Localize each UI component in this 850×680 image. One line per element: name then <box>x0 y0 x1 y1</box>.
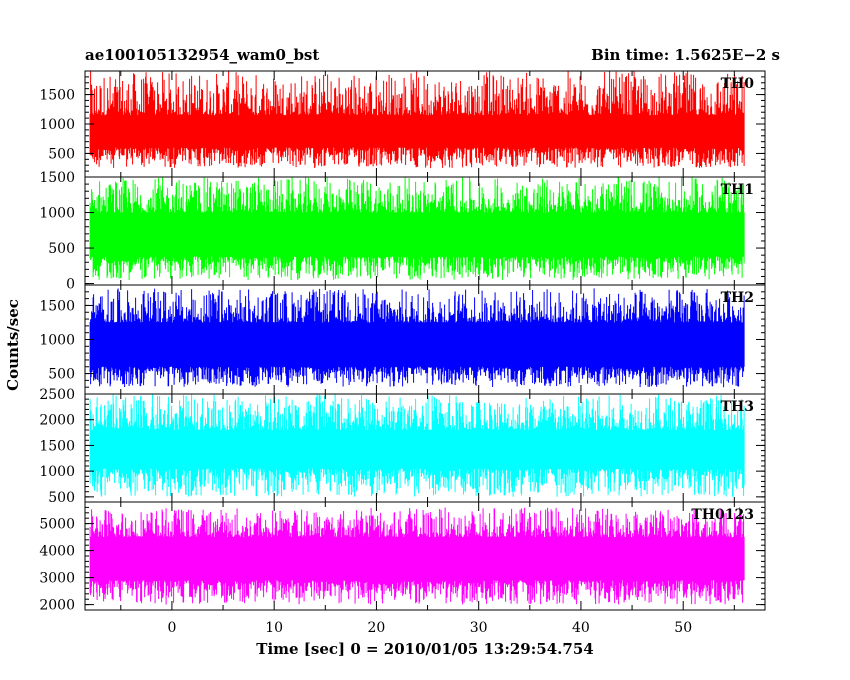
x-tick-label: 50 <box>674 620 692 636</box>
panel-th0123: 2000 3000 4000 5000 TH0123 <box>39 501 766 614</box>
x-tick-label: 40 <box>572 620 590 636</box>
y-tick-label: 2000 <box>39 598 75 614</box>
observation-id-title: ae100105132954_wam0_bst <box>85 46 319 64</box>
x-tick-label: 20 <box>368 620 386 636</box>
x-axis-label: Time [sec] 0 = 2010/01/05 13:29:54.754 <box>256 640 593 658</box>
x-tick-label: 30 <box>470 620 488 636</box>
y-tick-label: 500 <box>48 490 75 506</box>
series-th0 <box>89 71 745 169</box>
panel-label-th2: TH2 <box>721 290 754 306</box>
y-tick-label: 500 <box>48 146 75 162</box>
y-tick-label: 2500 <box>39 387 75 403</box>
y-tick-label: 3000 <box>39 571 75 587</box>
y-axis-label: Counts/sec <box>4 299 22 391</box>
panel-label-th1: TH1 <box>721 182 754 198</box>
y-tick-label: 1500 <box>39 88 75 104</box>
y-tick-label: 500 <box>48 241 75 257</box>
series-th0123 <box>89 507 745 605</box>
panel-label-th0: TH0 <box>721 76 755 92</box>
panel-label-th3: TH3 <box>721 399 754 415</box>
x-axis: 0 10 20 30 40 50 <box>167 620 692 636</box>
y-tick-label: 1000 <box>39 206 75 222</box>
y-tick-label: 1000 <box>39 464 75 480</box>
series-th2 <box>89 288 745 388</box>
panel-label-th0123: TH0123 <box>691 507 754 523</box>
y-tick-label: 5000 <box>39 517 75 533</box>
y-tick-label: 4000 <box>39 544 75 560</box>
y-tick-label: 1500 <box>39 438 75 454</box>
panel-th1: 0 500 1000 1500 TH1 <box>39 170 766 293</box>
series-th1 <box>89 177 745 280</box>
y-tick-label: 0 <box>66 277 75 293</box>
bin-time-title: Bin time: 1.5625E−2 s <box>591 46 780 64</box>
y-tick-label: 2000 <box>39 413 75 429</box>
panel-th3: 500 1000 1500 2000 2500 TH3 <box>39 387 766 506</box>
panels: 500 1000 1500 TH0 0 500 1000 1500 TH1 500 1000 1500… <box>39 70 766 614</box>
y-tick-label: 1000 <box>39 333 75 349</box>
x-tick-label: 10 <box>265 620 283 636</box>
y-tick-label: 1500 <box>39 298 75 314</box>
panel-th0: 500 1000 1500 TH0 <box>39 70 766 178</box>
series-th3 <box>89 394 745 497</box>
y-tick-label: 500 <box>48 367 75 383</box>
x-tick-label: 0 <box>167 620 176 636</box>
y-tick-label: 1500 <box>39 170 75 186</box>
y-tick-label: 1000 <box>39 117 75 133</box>
panel-th2: 500 1000 1500 TH2 <box>39 284 766 395</box>
